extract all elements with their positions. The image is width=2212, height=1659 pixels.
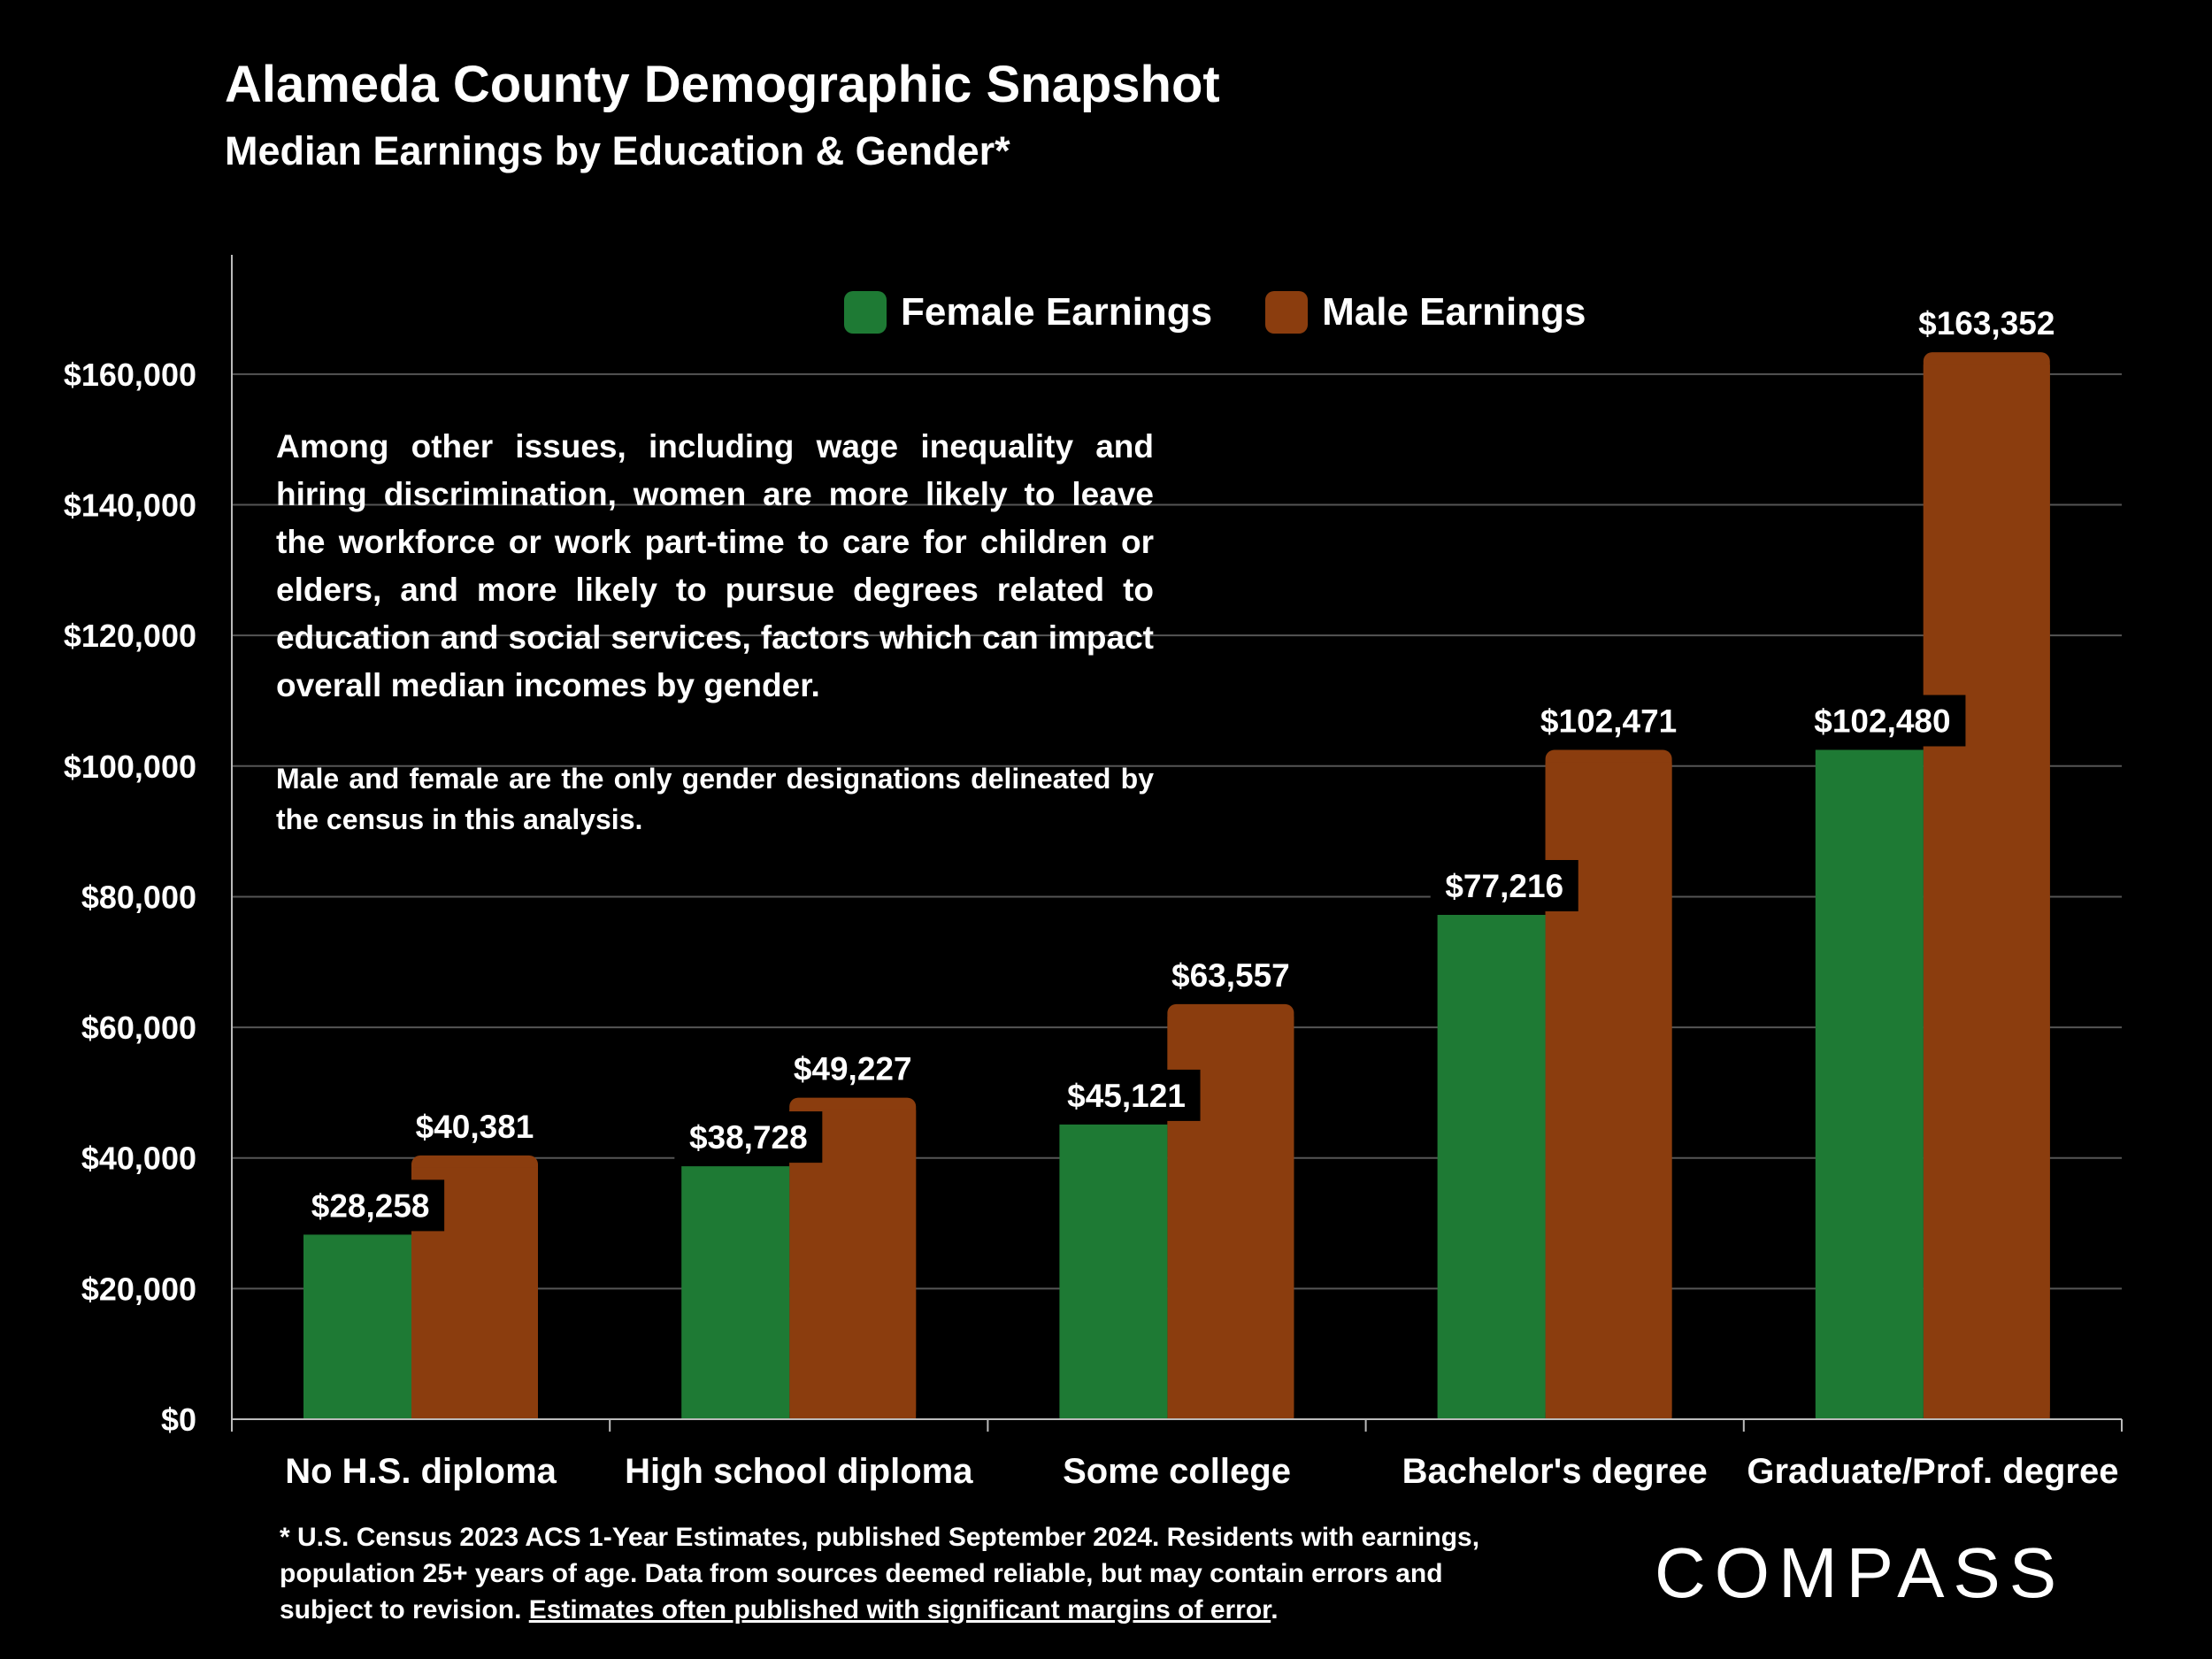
legend-swatch-female [844, 291, 887, 334]
y-tick-label: $20,000 [81, 1271, 196, 1307]
legend: Female Earnings Male Earnings [844, 290, 1586, 334]
legend-swatch-male [1265, 291, 1309, 334]
data-label-bg-female [674, 1111, 823, 1164]
axes: $0 $20,000 $40,000 $60,000 $80,000 $100,000 $1… [64, 255, 2123, 1438]
legend-item-male: Male Earnings [1265, 290, 1586, 334]
footnote: * U.S. Census 2023 ACS 1-Year Estimates,… [280, 1519, 1501, 1628]
y-tick-label: $100,000 [64, 749, 196, 785]
chart-subtitle: Median Earnings by Education & Gender* [225, 128, 1010, 173]
y-tick-label: $160,000 [64, 357, 196, 393]
y-tick-label: $0 [161, 1402, 196, 1438]
bar-female [1815, 749, 1924, 1419]
data-label-female: $102,480 [1814, 703, 1950, 739]
x-tick-label: Some college [1063, 1452, 1291, 1491]
data-label-male: $40,381 [416, 1109, 534, 1145]
data-label-female: $77,216 [1445, 868, 1563, 904]
legend-item-female: Female Earnings [844, 290, 1212, 334]
labels: No H.S. diploma $28,258 $40,381 High school… [285, 305, 2118, 1491]
x-tick-label: Graduate/Prof. degree [1747, 1452, 2118, 1491]
data-label-male: $102,471 [1540, 703, 1677, 740]
data-label-bg-female [1799, 695, 1966, 747]
data-label-bg-female [1052, 1069, 1201, 1121]
data-label-female: $38,728 [689, 1119, 808, 1156]
y-tick-label: $60,000 [81, 1010, 196, 1046]
data-label-male: $63,557 [1171, 957, 1290, 994]
bar-female [1059, 1124, 1168, 1419]
x-tick-label: Bachelor's degree [1402, 1452, 1708, 1491]
bar-female [681, 1166, 790, 1419]
footnote-link[interactable]: Estimates often published with significa… [528, 1595, 1271, 1624]
chart-title: Alameda County Demographic Snapshot [225, 56, 1220, 113]
bar-female [1437, 914, 1546, 1419]
data-label-female: $45,121 [1067, 1078, 1186, 1114]
data-label-male: $163,352 [1918, 305, 2055, 342]
y-tick-label: $80,000 [81, 879, 196, 915]
y-tick-label: $120,000 [64, 618, 196, 654]
bar-female [303, 1234, 411, 1419]
x-tick-label: High school diploma [625, 1452, 973, 1491]
legend-label-female: Female Earnings [901, 290, 1213, 334]
footnote-end: . [1271, 1595, 1279, 1624]
y-tick-label: $140,000 [64, 488, 196, 524]
data-label-male: $49,227 [794, 1051, 912, 1087]
annotation-main: Among other issues, including wage inequ… [276, 428, 1154, 703]
x-tick-label: No H.S. diploma [285, 1452, 557, 1491]
data-label-bg-female [1430, 859, 1578, 911]
bar-male-base [1923, 365, 2050, 1420]
compass-logo: COMPASS [1655, 1533, 2066, 1612]
data-label-female: $28,258 [311, 1187, 430, 1224]
footnote-text: * U.S. Census 2023 ACS 1-Year Estimates,… [280, 1523, 1480, 1624]
legend-label-male: Male Earnings [1322, 290, 1586, 334]
annotation-secondary: Male and female are the only gender desi… [276, 763, 1154, 835]
y-tick-label: $40,000 [81, 1141, 196, 1177]
data-label-bg-female [296, 1179, 445, 1232]
